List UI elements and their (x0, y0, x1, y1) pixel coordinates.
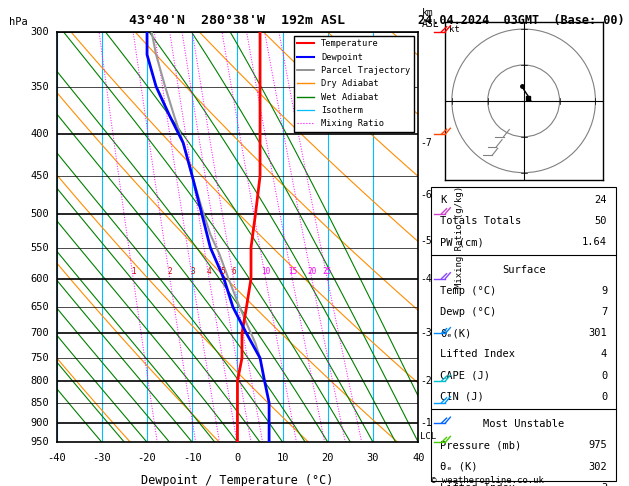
Text: -20: -20 (138, 452, 157, 463)
Text: CIN (J): CIN (J) (440, 392, 484, 402)
Text: -3: -3 (420, 329, 432, 338)
Text: θₑ(K): θₑ(K) (440, 328, 471, 338)
Text: 50: 50 (594, 216, 607, 226)
Text: 450: 450 (31, 171, 49, 181)
Text: 2: 2 (167, 267, 172, 277)
Text: 650: 650 (31, 302, 49, 312)
Text: 850: 850 (31, 398, 49, 408)
Text: 950: 950 (31, 437, 49, 447)
Text: 1: 1 (131, 267, 135, 277)
Text: 800: 800 (31, 376, 49, 386)
Text: -4: -4 (420, 274, 432, 283)
Text: 3: 3 (190, 267, 195, 277)
Text: 700: 700 (31, 329, 49, 338)
Text: kt: kt (449, 25, 460, 34)
Text: © weatheronline.co.uk: © weatheronline.co.uk (431, 476, 543, 485)
Text: hPa: hPa (9, 17, 28, 27)
Text: Totals Totals: Totals Totals (440, 216, 521, 226)
Text: Lifted Index: Lifted Index (440, 483, 515, 486)
Text: Lifted Index: Lifted Index (440, 349, 515, 359)
Text: 0: 0 (601, 370, 607, 381)
Text: -1: -1 (420, 418, 432, 428)
Text: 30: 30 (367, 452, 379, 463)
Text: 301: 301 (588, 328, 607, 338)
Text: 24.04.2024  03GMT  (Base: 00): 24.04.2024 03GMT (Base: 00) (418, 14, 625, 27)
Text: 1.64: 1.64 (582, 237, 607, 247)
Text: Most Unstable: Most Unstable (483, 419, 564, 429)
Text: Temp (°C): Temp (°C) (440, 286, 496, 296)
Text: -10: -10 (183, 452, 202, 463)
Text: 4: 4 (207, 267, 211, 277)
Text: -30: -30 (92, 452, 111, 463)
Text: 550: 550 (31, 243, 49, 253)
Text: 10: 10 (276, 452, 289, 463)
Text: Dewpoint / Temperature (°C): Dewpoint / Temperature (°C) (142, 474, 333, 486)
Text: 24: 24 (594, 195, 607, 205)
Text: km
ASL: km ASL (421, 8, 439, 29)
Text: θₑ (K): θₑ (K) (440, 462, 477, 471)
Text: 5: 5 (220, 267, 225, 277)
Text: Mixing Ratio (g/kg): Mixing Ratio (g/kg) (455, 186, 464, 288)
Text: 6: 6 (231, 267, 236, 277)
Text: 3: 3 (601, 483, 607, 486)
Text: -5: -5 (420, 236, 432, 246)
Text: 0: 0 (235, 452, 240, 463)
Text: 350: 350 (31, 82, 49, 91)
Text: 975: 975 (588, 440, 607, 451)
Text: 7: 7 (601, 307, 607, 317)
Text: 10: 10 (261, 267, 270, 277)
Text: Surface: Surface (502, 265, 545, 275)
Text: 20: 20 (321, 452, 334, 463)
Text: -2: -2 (420, 376, 432, 386)
Text: 750: 750 (31, 353, 49, 363)
Text: -40: -40 (47, 452, 66, 463)
Text: 400: 400 (31, 129, 49, 139)
Text: 9: 9 (601, 286, 607, 296)
Text: 600: 600 (31, 274, 49, 283)
Text: 302: 302 (588, 462, 607, 471)
Text: 4: 4 (601, 349, 607, 359)
Text: Pressure (mb): Pressure (mb) (440, 440, 521, 451)
Text: 900: 900 (31, 418, 49, 428)
Text: Dewp (°C): Dewp (°C) (440, 307, 496, 317)
Text: 25: 25 (323, 267, 332, 277)
Legend: Temperature, Dewpoint, Parcel Trajectory, Dry Adiabat, Wet Adiabat, Isotherm, Mi: Temperature, Dewpoint, Parcel Trajectory… (294, 36, 414, 132)
Text: 43°40'N  280°38'W  192m ASL: 43°40'N 280°38'W 192m ASL (130, 14, 345, 27)
Text: 500: 500 (31, 208, 49, 219)
Text: LCL: LCL (420, 433, 437, 441)
Text: 20: 20 (307, 267, 316, 277)
Text: PW (cm): PW (cm) (440, 237, 484, 247)
Text: K: K (440, 195, 447, 205)
Text: 300: 300 (31, 27, 49, 36)
Text: CAPE (J): CAPE (J) (440, 370, 490, 381)
Text: 15: 15 (287, 267, 297, 277)
Text: -6: -6 (420, 191, 432, 200)
Text: 0: 0 (601, 392, 607, 402)
Text: -7: -7 (420, 138, 432, 148)
Text: 40: 40 (412, 452, 425, 463)
